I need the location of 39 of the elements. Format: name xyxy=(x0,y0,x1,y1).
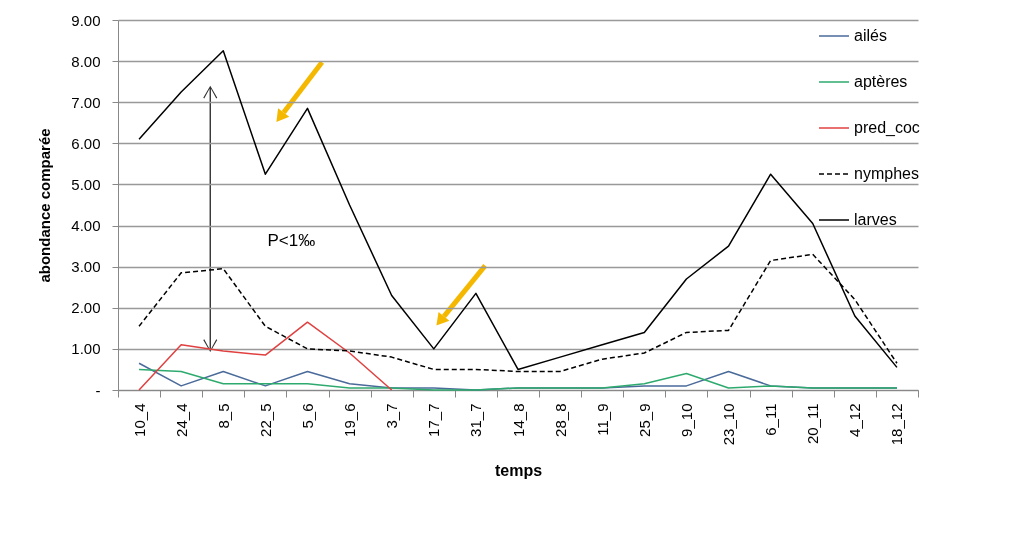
x-tick-label: 18_12 xyxy=(888,403,906,446)
legend-label: ailés xyxy=(854,27,887,44)
y-tick-label: - xyxy=(95,381,101,399)
x-tick-label: 10_4 xyxy=(130,403,148,437)
y-axis-title: abondance comparée xyxy=(36,128,54,283)
x-tick-label: 14_8 xyxy=(509,403,527,437)
x-tick-label: 25_9 xyxy=(635,403,653,437)
x-tick-label: 20_11 xyxy=(804,403,822,445)
x-tick-label: 23_10 xyxy=(720,403,738,446)
x-tick-label: 3_7 xyxy=(383,403,401,429)
x-tick-label: 28_8 xyxy=(551,403,569,437)
x-tick-label: 19_6 xyxy=(341,403,359,437)
x-tick-label: 9_10 xyxy=(677,403,695,437)
y-tick-label: 4.00 xyxy=(71,217,101,235)
x-tick-label: 5_6 xyxy=(298,403,316,429)
y-tick-label: 7.00 xyxy=(71,93,101,111)
x-tick-label: 31_7 xyxy=(467,403,485,437)
y-tick-label: 2.00 xyxy=(71,299,101,317)
x-tick-label: 22_5 xyxy=(256,403,274,437)
x-tick-label: 6_11 xyxy=(762,403,780,436)
y-tick-label: 8.00 xyxy=(71,52,101,70)
x-tick-label: 8_5 xyxy=(214,403,232,429)
legend-label: pred_coc xyxy=(854,119,920,137)
x-tick-label: 17_7 xyxy=(425,403,443,437)
y-tick-label: 1.00 xyxy=(71,340,101,358)
x-axis-title: temps xyxy=(494,462,543,480)
x-tick-label: 4_12 xyxy=(846,403,864,437)
line-series xyxy=(138,321,393,391)
y-tick-label: 5.00 xyxy=(71,175,101,193)
line-series xyxy=(138,368,898,391)
y-tick-label: 9.00 xyxy=(71,11,101,29)
x-tick-label: 24_4 xyxy=(172,403,190,437)
legend-label: larves xyxy=(854,211,897,228)
annotation: P<1‰ xyxy=(267,231,316,251)
y-tick-label: 6.00 xyxy=(71,134,101,152)
legend-label: aptères xyxy=(854,73,908,90)
y-tick-label: 3.00 xyxy=(71,258,101,276)
x-tick-label: 11_9 xyxy=(593,403,611,436)
legend-label: nymphes xyxy=(854,165,919,182)
